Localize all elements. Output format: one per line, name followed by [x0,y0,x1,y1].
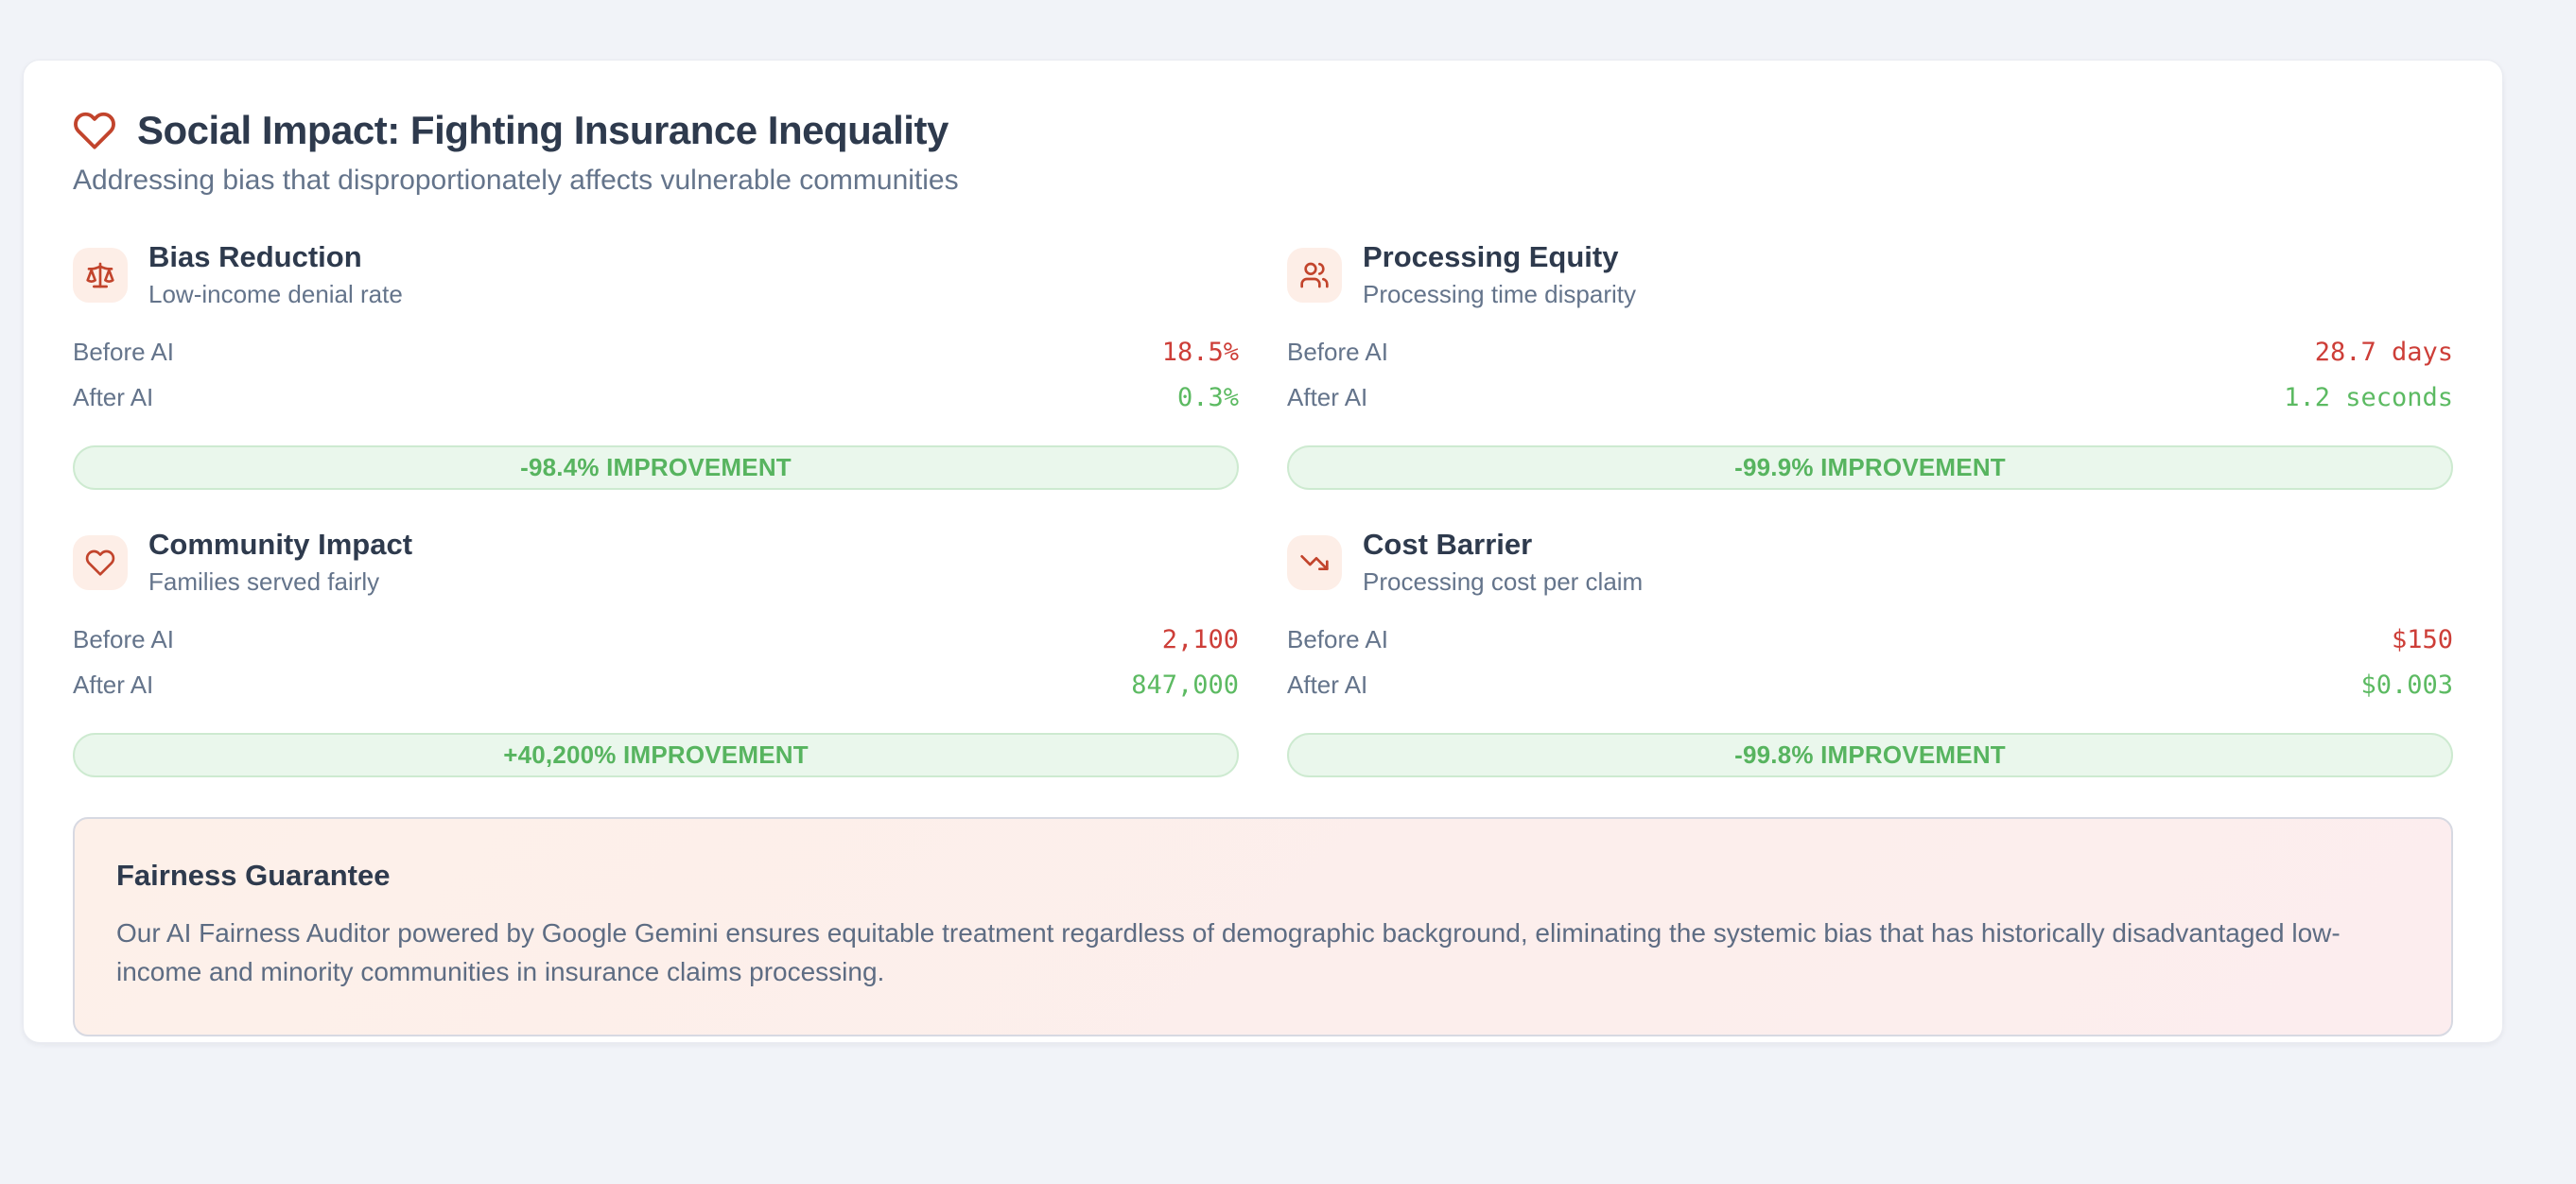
stat-value-before: 2,100 [1161,625,1239,654]
metric-card-cost-barrier: Cost Barrier Processing cost per claim B… [1287,528,2453,777]
improvement-badge: -99.8% IMPROVEMENT [1287,733,2453,777]
stat-row-before: Before AI 18.5% [73,338,1239,383]
metric-icon-box [73,247,128,303]
metric-title: Community Impact [148,528,413,561]
stat-value-before: 28.7 days [2314,338,2453,367]
stat-rows: Before AI $150 After AI $0.003 [1287,625,2453,716]
stat-value-after: 1.2 seconds [2284,383,2453,412]
fairness-body: Our AI Fairness Auditor powered by Googl… [116,918,2341,986]
stat-rows: Before AI 2,100 After AI 847,000 [73,625,1239,716]
stat-rows: Before AI 28.7 days After AI 1.2 seconds [1287,338,2453,428]
metric-title: Bias Reduction [148,240,362,273]
stat-row-after: After AI 847,000 [73,670,1239,716]
metric-header: Bias Reduction Low-income denial rate [73,240,1239,309]
heart-icon [85,549,115,576]
stat-label: Before AI [1287,338,1388,366]
metric-title: Cost Barrier [1363,528,1533,561]
stat-row-before: Before AI $150 [1287,625,2453,670]
stat-value-before: 18.5% [1161,338,1239,367]
page-title: Social Impact: Fighting Insurance Inequa… [137,108,949,152]
metric-header-text: Processing Equity Processing time dispar… [1363,240,1636,309]
metric-card-bias-reduction: Bias Reduction Low-income denial rate Be… [73,240,1239,490]
metric-header-text: Cost Barrier Processing cost per claim [1363,528,1643,597]
metric-subtitle: Low-income denial rate [148,280,403,308]
stat-label: Before AI [73,625,174,653]
panel-header: Social Impact: Fighting Insurance Inequa… [73,108,2453,153]
fairness-title: Fairness Guarantee [116,859,391,892]
metric-card-community-impact: Community Impact Families served fairly … [73,528,1239,777]
metric-icon-box [1287,534,1342,590]
metric-header: Processing Equity Processing time dispar… [1287,240,2453,309]
trending-down-icon [1300,554,1329,570]
stat-row-before: Before AI 2,100 [73,625,1239,670]
stat-value-after: 847,000 [1131,670,1239,700]
metric-subtitle: Processing time disparity [1363,280,1636,308]
stat-row-after: After AI $0.003 [1287,670,2453,716]
metric-card-processing-equity: Processing Equity Processing time dispar… [1287,240,2453,490]
metric-title: Processing Equity [1363,240,1619,273]
metric-header: Community Impact Families served fairly [73,528,1239,597]
stat-row-after: After AI 1.2 seconds [1287,383,2453,428]
stat-value-after: $0.003 [2360,670,2453,700]
metric-header-text: Community Impact Families served fairly [148,528,412,597]
metric-icon-box [1287,247,1342,303]
improvement-badge: -98.4% IMPROVEMENT [73,445,1239,490]
improvement-badge: +40,200% IMPROVEMENT [73,733,1239,777]
metric-header-text: Bias Reduction Low-income denial rate [148,240,403,309]
stat-value-after: 0.3% [1176,383,1239,412]
metric-icon-box [73,534,128,590]
metric-subtitle: Processing cost per claim [1363,567,1644,596]
stat-rows: Before AI 18.5% After AI 0.3% [73,338,1239,428]
social-impact-panel: Social Impact: Fighting Insurance Inequa… [23,60,2503,1043]
stat-label: After AI [1287,383,1368,411]
scale-icon [86,262,114,287]
metric-subtitle: Families served fairly [148,567,380,596]
heart-icon [74,112,115,149]
stat-value-before: $150 [2391,625,2453,654]
metric-header: Cost Barrier Processing cost per claim [1287,528,2453,597]
stat-label: Before AI [1287,625,1388,653]
stat-row-before: Before AI 28.7 days [1287,338,2453,383]
stat-label: After AI [73,670,154,699]
page-subtitle: Addressing bias that disproportionately … [73,165,959,196]
users-icon [1300,262,1329,287]
stat-label: After AI [73,383,154,411]
stat-label: After AI [1287,670,1368,699]
metrics-grid: Bias Reduction Low-income denial rate Be… [73,240,2453,1036]
stat-label: Before AI [73,338,174,366]
stat-row-after: After AI 0.3% [73,383,1239,428]
fairness-guarantee-box: Fairness Guarantee Our AI Fairness Audit… [73,817,2453,1036]
improvement-badge: -99.9% IMPROVEMENT [1287,445,2453,490]
